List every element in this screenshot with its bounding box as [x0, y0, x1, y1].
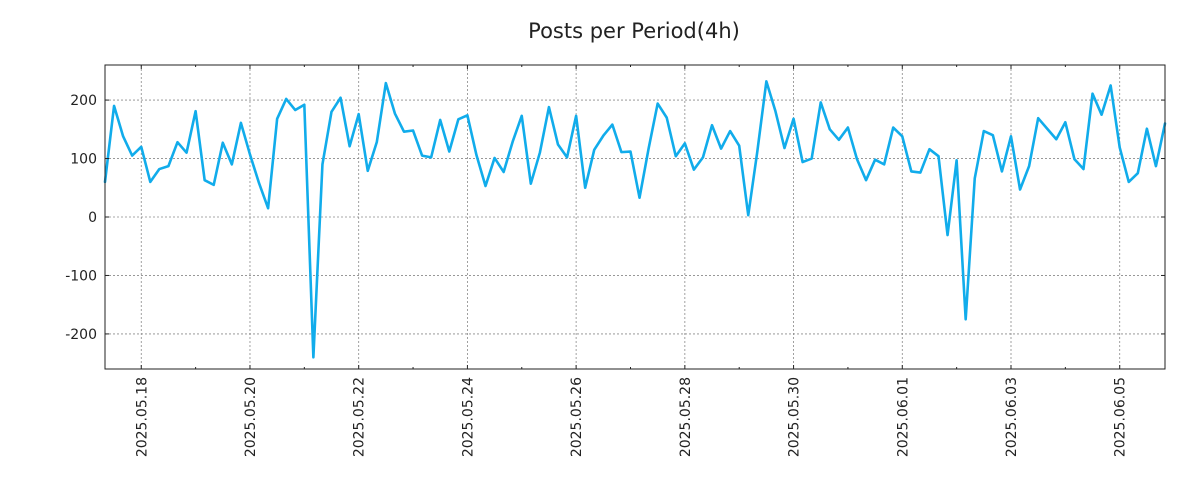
- x-tick-label: 2025.06.05: [1113, 377, 1129, 457]
- x-tick-label: 2025.05.30: [787, 377, 803, 457]
- x-tick-label: 2025.05.26: [569, 377, 585, 457]
- x-tick-label: 2025.06.01: [895, 377, 911, 457]
- x-axis: 2025.05.18 2025.05.20 2025.05.22 2025.05.24…: [134, 65, 1129, 457]
- series-line-posts: [103, 80, 1167, 359]
- x-tick-label: 2025.05.22: [352, 377, 368, 457]
- y-tick-label: 0: [88, 210, 97, 226]
- y-tick-label: 100: [70, 152, 97, 168]
- x-tick-label: 2025.05.20: [243, 377, 259, 457]
- series-layer: [103, 80, 1167, 359]
- y-tick-label: -100: [65, 268, 97, 284]
- y-tick-label: 200: [70, 93, 97, 109]
- y-tick-label: -200: [65, 327, 97, 343]
- x-tick-label: 2025.05.28: [678, 377, 694, 457]
- y-axis: -200 -100 0 100 200: [65, 93, 1165, 343]
- x-tick-label: 2025.06.03: [1004, 377, 1020, 457]
- x-tick-label: 2025.05.18: [134, 377, 150, 457]
- grid: [105, 65, 1165, 369]
- chart-title: Posts per Period(4h): [528, 19, 740, 43]
- x-tick-label: 2025.05.24: [460, 377, 476, 457]
